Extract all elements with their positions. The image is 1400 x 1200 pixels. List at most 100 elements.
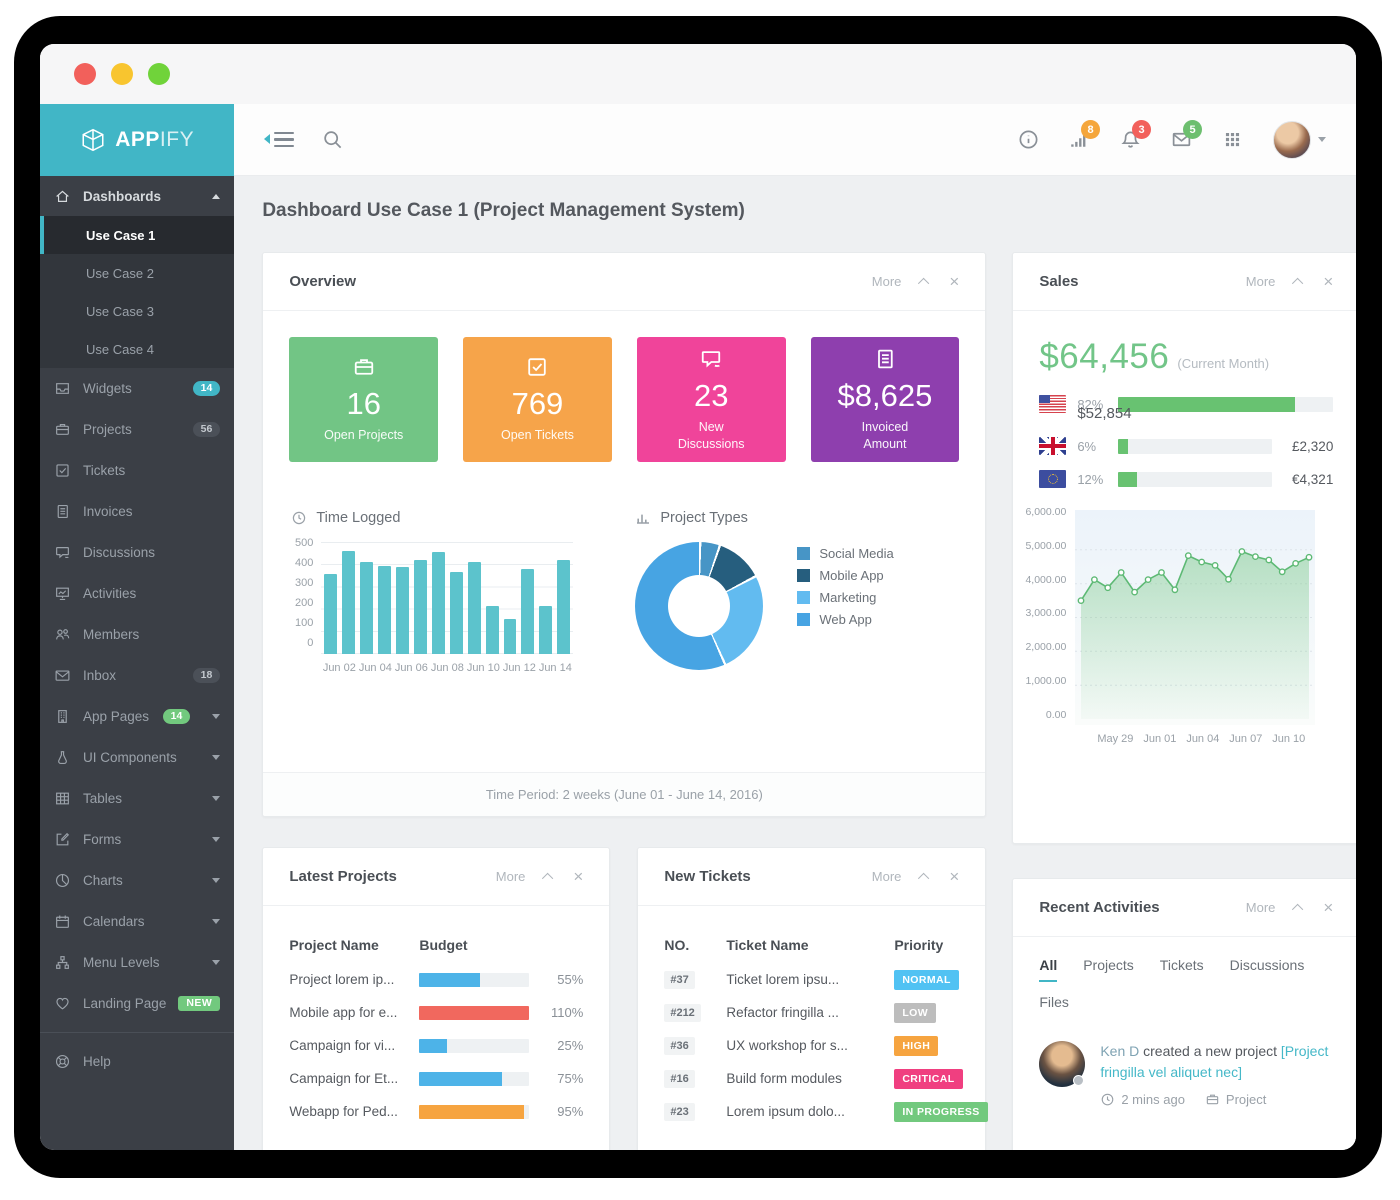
sidebar-item-calendars[interactable]: Calendars — [40, 901, 234, 942]
sidebar-item-tickets[interactable]: Tickets — [40, 450, 234, 491]
activity-user: Ken D — [1100, 1043, 1140, 1059]
collapse-chevron-icon[interactable] — [542, 872, 554, 884]
sidebar-toggle-icon[interactable] — [264, 131, 295, 148]
legend-item-social-media: Social Media — [797, 546, 894, 561]
more-button[interactable]: More — [495, 869, 526, 884]
sidebar-item-label: Landing Page — [83, 996, 167, 1011]
tab-projects[interactable]: Projects — [1083, 957, 1134, 973]
sidebar-item-projects[interactable]: Projects 56 — [40, 409, 234, 450]
main-content: Dashboard Use Case 1 (Project Management… — [234, 176, 1356, 1150]
sidebar-item-invoices[interactable]: Invoices — [40, 491, 234, 532]
new-tickets-panel: New Tickets More × NO. Ticket Name — [637, 847, 988, 1150]
tab-discussions[interactable]: Discussions — [1229, 957, 1305, 973]
activity-item[interactable]: Ken D created a new project [Project fri… — [1013, 1017, 1356, 1107]
sidebar-item-forms[interactable]: Forms — [40, 819, 234, 860]
table-row[interactable]: #37 Ticket lorem ipsu... NORMAL — [664, 963, 959, 996]
stat-card-open-projects[interactable]: 16 Open Projects — [289, 337, 439, 462]
sales-amount-note: (Current Month) — [1177, 356, 1270, 371]
user-menu[interactable] — [1273, 120, 1326, 159]
sidebar-item-charts[interactable]: Charts — [40, 860, 234, 901]
table-row[interactable]: Project lorem ip... 55% — [289, 963, 583, 996]
sidebar-item-use-case-1[interactable]: Use Case 1 — [40, 216, 235, 254]
table-row[interactable]: Campaign for Et... 75% — [289, 1062, 583, 1095]
sidebar-item-use-case-3[interactable]: Use Case 3 — [86, 303, 154, 319]
gb-flag-icon — [1039, 437, 1067, 455]
sidebar-item-help[interactable]: Help — [40, 1041, 234, 1082]
tab-tickets[interactable]: Tickets — [1159, 957, 1204, 973]
sales-panel: Sales More × $64,456 (Current Month) 82%… — [1012, 252, 1356, 844]
sidebar-item-app-pages[interactable]: App Pages 14 — [40, 696, 234, 737]
info-icon[interactable] — [1018, 129, 1039, 150]
sidebar-item-dashboards[interactable]: Dashboards — [40, 176, 234, 216]
stat-value: 23 — [693, 377, 729, 413]
messages-icon[interactable]: 5 — [1171, 120, 1202, 150]
sidebar-item-label: Calendars — [83, 914, 145, 929]
bar-jun-05 — [396, 566, 409, 654]
sidebar-item-inbox[interactable]: Inbox 18 — [40, 655, 234, 696]
notifications-bell-icon[interactable]: 3 — [1120, 120, 1151, 150]
close-icon[interactable]: × — [1323, 272, 1334, 291]
collapse-chevron-icon[interactable] — [1292, 903, 1304, 915]
close-icon[interactable]: × — [949, 272, 960, 291]
new-tickets-header: New Tickets More × — [638, 848, 986, 906]
close-icon[interactable]: × — [1323, 898, 1334, 917]
titlebar — [40, 44, 1356, 104]
sidebar-item-activities[interactable]: Activities — [40, 573, 234, 614]
more-button[interactable]: More — [1245, 274, 1276, 289]
sidebar-item-landing-page[interactable]: Landing Page NEW — [40, 983, 234, 1024]
tab-files[interactable]: Files — [1039, 994, 1069, 1010]
region-percent: 12% — [1077, 471, 1104, 487]
table-row[interactable]: #16 Build form modules CRITICAL — [664, 1062, 963, 1095]
table-row[interactable]: #23 Lorem ipsum dolo... IN PROGRESS — [664, 1095, 988, 1128]
more-button[interactable]: More — [1245, 900, 1276, 915]
sitemap-icon — [54, 954, 71, 971]
collapse-chevron-icon[interactable] — [918, 277, 930, 289]
sidebar-item-menu-levels[interactable]: Menu Levels — [40, 942, 234, 983]
more-button[interactable]: More — [871, 869, 902, 884]
y-axis-labels: 500 400 300 200 100 0 — [294, 537, 314, 649]
stat-card-open-tickets[interactable]: 769 Open Tickets — [463, 337, 612, 462]
latest-projects-panel: Latest Projects More × Project Name Budg… — [262, 847, 611, 1150]
apps-grid-icon[interactable] — [1222, 129, 1243, 150]
collapse-chevron-icon[interactable] — [1292, 277, 1304, 289]
more-button[interactable]: More — [871, 274, 902, 289]
recent-activities-panel: Recent Activities More × All Projects Tick… — [1012, 878, 1356, 1150]
search-icon[interactable] — [322, 129, 343, 150]
table-row[interactable]: Mobile app for e... 110% — [289, 996, 583, 1029]
close-icon[interactable]: × — [949, 867, 960, 886]
legend-swatch — [797, 547, 811, 560]
table-row[interactable]: #212 Refactor fringilla ... LOW — [664, 996, 959, 1029]
priority-badge: NORMAL — [894, 969, 959, 990]
panel-title: Recent Activities — [1039, 899, 1160, 916]
sidebar-item-use-case-4[interactable]: Use Case 4 — [86, 341, 154, 357]
collapse-chevron-icon[interactable] — [918, 872, 930, 884]
stats-icon[interactable]: 8 — [1069, 120, 1100, 150]
sidebar-item-tables[interactable]: Tables — [40, 778, 234, 819]
sidebar-item-members[interactable]: Members — [40, 614, 234, 655]
sidebar-item-label: Invoices — [83, 504, 133, 519]
line-chart-plot — [1075, 510, 1316, 725]
tab-all[interactable]: All — [1039, 957, 1058, 982]
table-row[interactable]: Campaign for vi... 25% — [289, 1029, 583, 1062]
stat-card-new-discussions[interactable]: 23 New Discussions — [636, 337, 786, 462]
stat-card-invoiced-amount[interactable]: $8,625 Invoiced Amount — [810, 337, 960, 462]
sidebar-item-use-case-2[interactable]: Use Case 2 — [86, 265, 154, 281]
table-row[interactable]: Webapp for Ped... 95% — [289, 1095, 583, 1128]
close-window-button[interactable] — [74, 63, 96, 85]
widgets-icon — [54, 380, 71, 397]
brand-logo[interactable]: APPIFY — [40, 104, 235, 176]
minimize-window-button[interactable] — [111, 63, 133, 85]
sidebar-item-widgets[interactable]: Widgets 14 — [40, 368, 234, 409]
activity-link[interactable]: [Project fringilla vel aliquet nec] — [1100, 1043, 1329, 1080]
sales-region-us: 82% $52,854 — [1039, 395, 1334, 422]
table-row[interactable]: #36 UX workshop for s... HIGH — [664, 1029, 959, 1062]
region-percent: 6% — [1077, 438, 1097, 454]
count-badge: 14 — [162, 708, 191, 725]
latest-projects-header: Latest Projects More × — [263, 848, 610, 906]
briefcase-icon — [354, 359, 373, 375]
sidebar-item-ui-components[interactable]: UI Components — [40, 737, 234, 778]
right-column: 8 3 5 — [234, 104, 1356, 1150]
sidebar-item-discussions[interactable]: Discussions — [40, 532, 234, 573]
maximize-window-button[interactable] — [148, 63, 170, 85]
close-icon[interactable]: × — [573, 867, 584, 886]
